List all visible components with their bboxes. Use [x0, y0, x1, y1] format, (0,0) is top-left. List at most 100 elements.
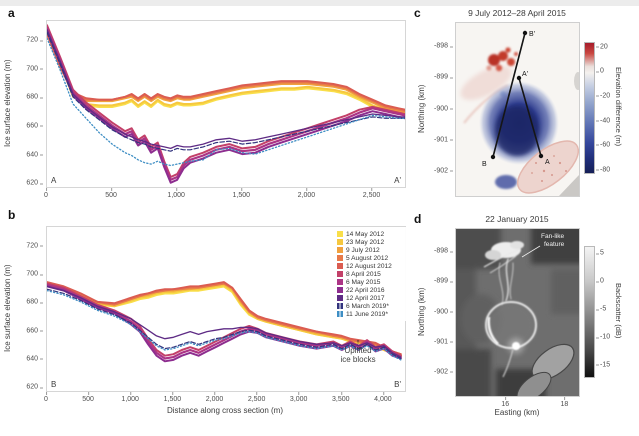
tick-label: -80 [595, 166, 611, 174]
legend-label: 11 June 2019* [346, 310, 389, 318]
panel-c-title: 9 July 2012–28 April 2015 [468, 8, 566, 18]
panel-a-letter: a [8, 6, 15, 20]
legend-label: 23 May 2012 [346, 238, 385, 246]
y-tick-label: 640 [26, 151, 43, 158]
panel-c-ylabel: Northing (km) [417, 84, 426, 133]
series-line-23-may-2012 [47, 28, 405, 115]
y-tick-label: 700 [26, 270, 43, 278]
legend-label: 8 April 2015 [346, 270, 381, 278]
panel-d-ylabel: Northing (km) [417, 287, 426, 336]
tick-label: -899 [433, 73, 454, 81]
panel-a-ylabel: Ice surface elevation (m) [3, 59, 12, 147]
panel-b-letter: b [8, 208, 16, 222]
series-line-8-april-2015 [47, 24, 405, 178]
series-line-11-june-2019- [47, 289, 402, 361]
panel-c-yticks: -898 -899 -900 -901 -902 [426, 22, 454, 195]
legend-swatch [337, 247, 343, 253]
panel-d-title: 22 January 2015 [485, 214, 549, 224]
panel-a-xticks: 0 500 1,000 1,500 2,000 2,500 [44, 188, 404, 200]
series-line-6-march-2019- [47, 31, 405, 152]
panel-a-plot: A A' [46, 20, 406, 188]
legend-swatch [337, 303, 343, 309]
y-tick-label: 620 [26, 383, 43, 391]
uplifted-ice-blocks-annotation: ↑ Uplifted ice blocks [318, 338, 398, 365]
uplift-red-patches [486, 47, 518, 72]
marker-a-start: A [545, 159, 550, 166]
tick-label: -5 [595, 305, 607, 313]
backscatter-colorbar-ticks: 5 0 -5 -10 -15 [595, 246, 616, 376]
series-line-11-june-2019- [47, 37, 405, 167]
elevation-colorbar-ticks: 20 0 -20 -40 -60 -80 [595, 42, 616, 174]
y-tick-label: 720 [26, 242, 43, 250]
x-tick-label: 0 [44, 392, 48, 403]
x-tick-label: 1,000 [167, 188, 185, 199]
tick-label: -60 [595, 141, 611, 149]
y-tick-label: 680 [26, 298, 43, 306]
x-tick-label: 0 [44, 188, 48, 199]
legend-swatch [337, 239, 343, 245]
x-tick-label: 2,500 [363, 188, 380, 199]
panel-b-xticks: 0 500 1,000 1,500 2,000 2,500 3,000 3,500 4,000 [44, 392, 404, 404]
legend-label: 12 April 2017 [346, 294, 385, 302]
series-line-6-may-2015 [47, 27, 405, 181]
series-line-23-may-2012 [47, 284, 402, 357]
y-tick-label: 640 [26, 355, 43, 363]
elevation-colorbar-label: Elevation difference (m) [614, 67, 623, 147]
legend-swatch [337, 279, 343, 285]
cross-section-end-label: B' [394, 380, 401, 389]
panel-b-ylabel: Ice surface elevation (m) [3, 264, 12, 352]
tick-label: -10 [595, 333, 611, 341]
x-tick-label: 1,500 [164, 392, 181, 403]
cross-section-start-label: A [51, 176, 57, 185]
y-tick-label: 660 [26, 122, 43, 130]
x-tick-label: 18 [560, 397, 568, 408]
elevation-difference-map: B' A' B A [455, 22, 580, 197]
series-line-14-may-2012 [47, 25, 405, 116]
tick-label: -901 [433, 338, 454, 346]
legend-swatch [337, 311, 343, 317]
panel-b-yticks: 620 640 660 680 700 720 [18, 226, 44, 391]
panel-d-xlabel: Easting (km) [494, 408, 540, 417]
panel-d-yticks: -898 -899 -900 -901 -902 [426, 228, 454, 395]
legend-label: 9 July 2012 [346, 246, 380, 254]
series-line-9-july-2012 [47, 30, 405, 114]
y-tick-label: 680 [26, 93, 43, 101]
annotation-pointer-line [521, 245, 541, 258]
tick-label: -902 [433, 368, 454, 376]
legend-swatch [337, 271, 343, 277]
tick-label: -898 [433, 247, 454, 255]
panel-c-letter: c [414, 6, 421, 20]
backscatter-map: Fan-like feature [455, 228, 580, 397]
cross-section-line-aa [518, 77, 542, 157]
legend-swatch [337, 255, 343, 261]
x-tick-label: 3,000 [290, 392, 307, 403]
legend-item: 12 April 2017 [337, 294, 411, 302]
panel-a-yticks: 620 640 660 680 700 720 [18, 20, 44, 187]
legend-label: 6 May 2015 [346, 278, 381, 286]
series-line-6-march-2019- [47, 288, 402, 360]
legend: 14 May 2012 23 May 2012 9 July 2012 5 Augus… [333, 227, 413, 321]
legend-item: 5 August 2012 [337, 254, 411, 262]
cross-section-start-label: B [51, 380, 57, 389]
x-tick-label: 1,500 [233, 188, 250, 199]
series-line-12-august-2012 [47, 281, 402, 356]
cross-section-chart-a [47, 24, 405, 184]
y-tick-label: 620 [26, 179, 43, 187]
legend-item: 8 April 2015 [337, 270, 411, 278]
legend-label: 22 April 2016 [346, 286, 385, 294]
tick-label: 0 [596, 277, 604, 285]
legend-item: 6 March 2019* [337, 302, 411, 310]
cross-section-chart-b [47, 281, 402, 363]
tick-label: 20 [596, 43, 608, 51]
y-tick-label: 660 [26, 327, 43, 335]
backscatter-colorbar [584, 246, 595, 378]
backscatter-colorbar-label: Backscatter (dB) [614, 283, 623, 339]
x-tick-label: 4,000 [374, 392, 392, 403]
legend-swatch [337, 263, 343, 269]
y-tick-label: 720 [26, 36, 43, 44]
series-line-12-august-2012 [47, 32, 405, 111]
legend-item: 23 May 2012 [337, 238, 411, 246]
legend-item: 12 August 2012 [337, 262, 411, 270]
tick-label: -901 [433, 136, 454, 144]
